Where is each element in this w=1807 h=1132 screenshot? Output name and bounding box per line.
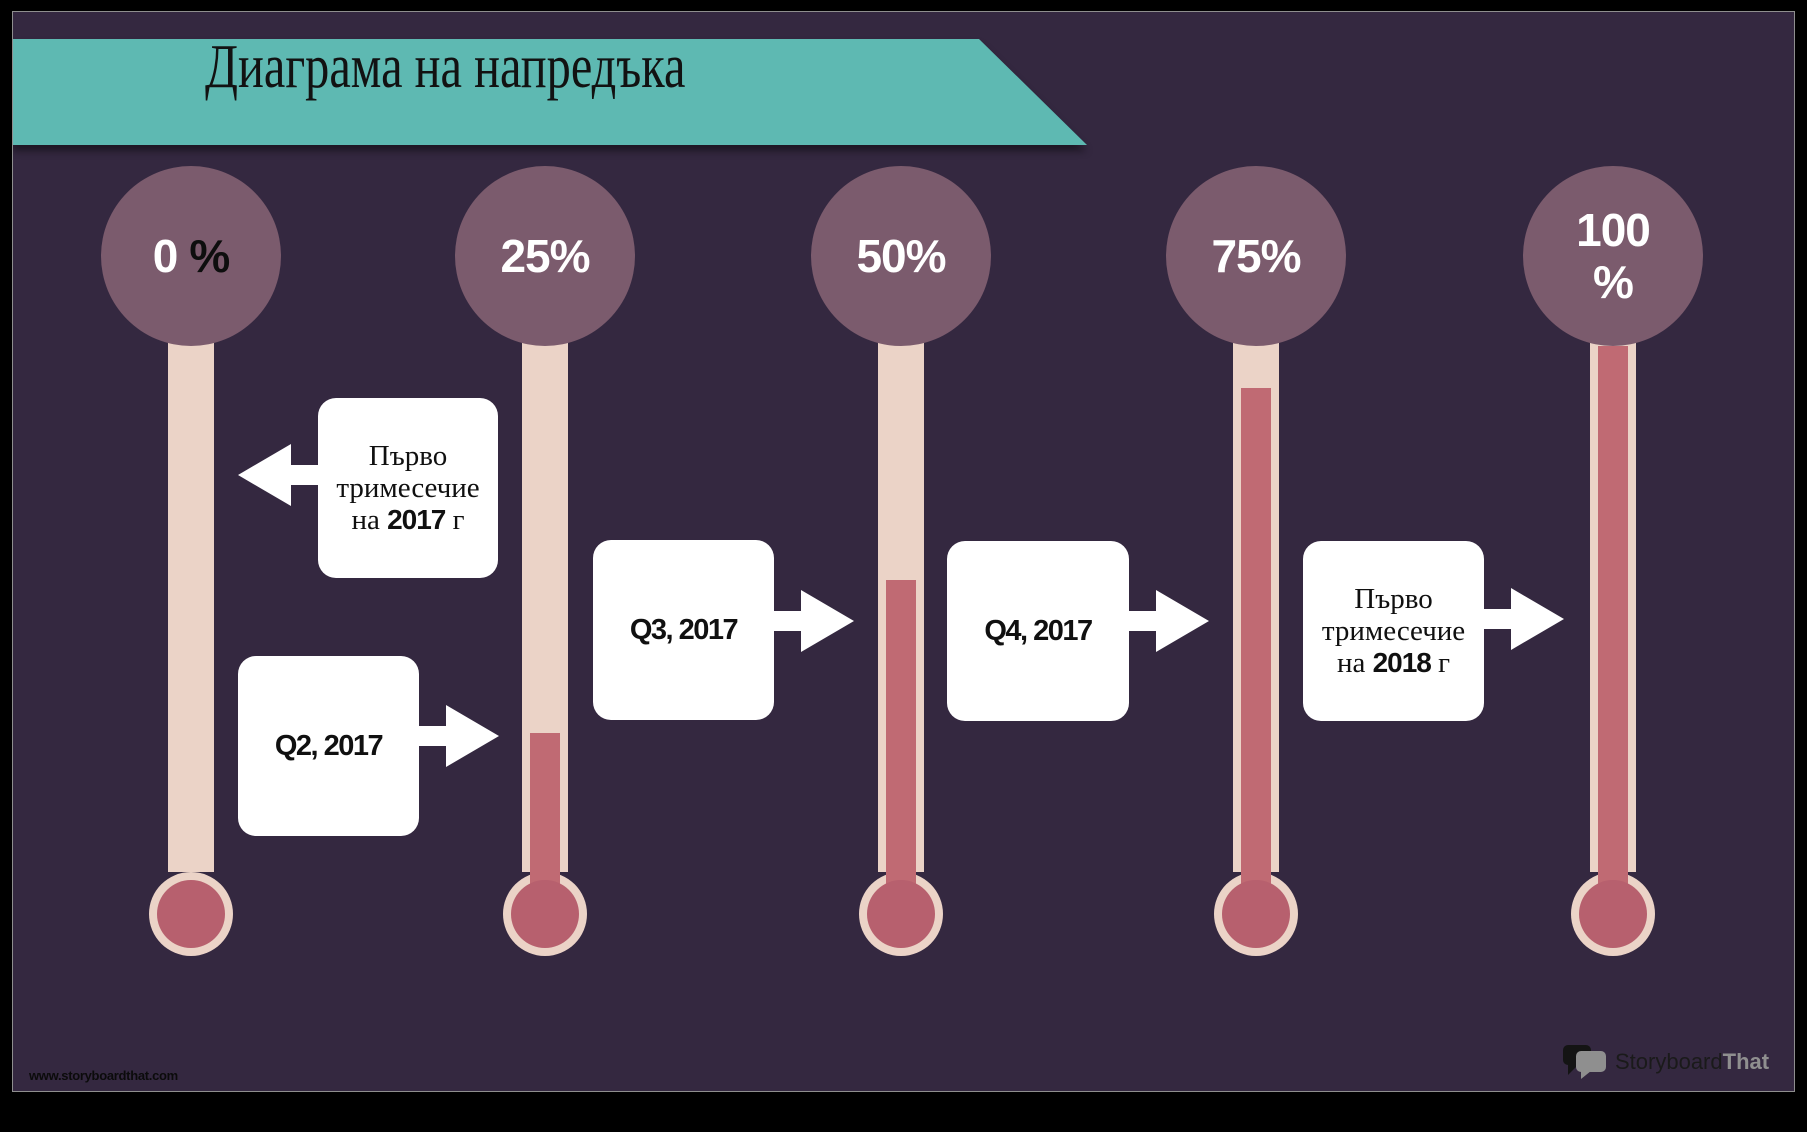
thermometer-bulb-1 bbox=[157, 880, 225, 948]
logo-text: StoryboardThat bbox=[1615, 1049, 1770, 1074]
thermometer-fill-5 bbox=[1598, 346, 1628, 897]
thermometer-tube-1 bbox=[168, 301, 214, 872]
stage-label-75: 75% bbox=[1211, 230, 1301, 282]
website-url: www.storyboardthat.com bbox=[29, 1068, 178, 1083]
page-title: Диаграма на напредъка bbox=[205, 33, 686, 101]
arrow-right-icon bbox=[774, 590, 854, 652]
stage-circle-75-percent: 75% bbox=[1166, 166, 1346, 346]
callout-q2-2017: Q2, 2017 bbox=[238, 656, 419, 836]
callout-q3-2017-label: Q3, 2017 bbox=[629, 613, 739, 646]
stage-label-50: 50% bbox=[856, 230, 946, 282]
stage-label-100-number: 100 bbox=[1576, 204, 1651, 256]
callout-q1-2018-line1: Първо bbox=[1354, 583, 1433, 615]
thermometer-fill-4 bbox=[1241, 388, 1271, 897]
stage-label-0-percent-sign: % bbox=[189, 230, 230, 282]
thermometer-bulb-5 bbox=[1579, 880, 1647, 948]
title-banner bbox=[13, 39, 1087, 145]
stage-label-0-white: 0 bbox=[152, 230, 179, 282]
stage-label-100: 100 % bbox=[1576, 204, 1651, 308]
arrow-right-icon bbox=[1129, 590, 1209, 652]
thermometer-bulb-4 bbox=[1222, 880, 1290, 948]
storyboardthat-logo: StoryboardThat bbox=[1563, 1045, 1769, 1079]
stage-label-25: 25% bbox=[500, 230, 590, 282]
stage-circle-25-percent: 25% bbox=[455, 166, 635, 346]
callout-q1-2018-year: 2018 bbox=[1372, 647, 1432, 678]
stage-circle-50-percent: 50% bbox=[811, 166, 991, 346]
callout-q1-2017-line3: на 2017 г bbox=[351, 504, 465, 536]
thermometer-bulb-2 bbox=[511, 880, 579, 948]
speech-bubbles-icon bbox=[1563, 1045, 1606, 1079]
stage-label-100-percent-sign: % bbox=[1593, 256, 1634, 308]
callout-q4-2017: Q4, 2017 bbox=[947, 541, 1129, 721]
thermometer-bulb-3 bbox=[867, 880, 935, 948]
callout-q1-2018: Първо тримесечие на 2018 г bbox=[1303, 541, 1484, 721]
banner-ribbon-shape bbox=[13, 39, 1087, 145]
thermometer-fill-3 bbox=[886, 580, 916, 897]
stage-circle-100-percent: 100 % bbox=[1523, 166, 1703, 346]
stage-circle-0-percent: 0% bbox=[101, 166, 281, 346]
callout-q1-2018-line2: тримесечие bbox=[1321, 615, 1466, 647]
callout-q1-2018-line3: на 2018 г bbox=[1336, 647, 1451, 679]
callout-q1-2017-year: 2017 bbox=[387, 504, 446, 535]
diagram-panel: Диаграма на напредъка 0% 25% 50% 75% 100… bbox=[12, 11, 1795, 1092]
callout-q2-2017-label: Q2, 2017 bbox=[274, 729, 384, 762]
callout-q4-2017-label: Q4, 2017 bbox=[984, 614, 1093, 647]
arrow-left-icon bbox=[238, 444, 318, 506]
callout-q3-2017: Q3, 2017 bbox=[593, 540, 774, 720]
callout-q1-2017-line1: Първо bbox=[368, 440, 448, 472]
callout-q1-2017: Първо тримесечие на 2017 г bbox=[318, 398, 498, 578]
thermometer-fill-2 bbox=[530, 733, 560, 897]
arrow-right-icon bbox=[419, 705, 499, 767]
callout-q1-2017-line2: тримесечие bbox=[336, 472, 480, 504]
arrow-right-icon bbox=[1484, 588, 1564, 650]
